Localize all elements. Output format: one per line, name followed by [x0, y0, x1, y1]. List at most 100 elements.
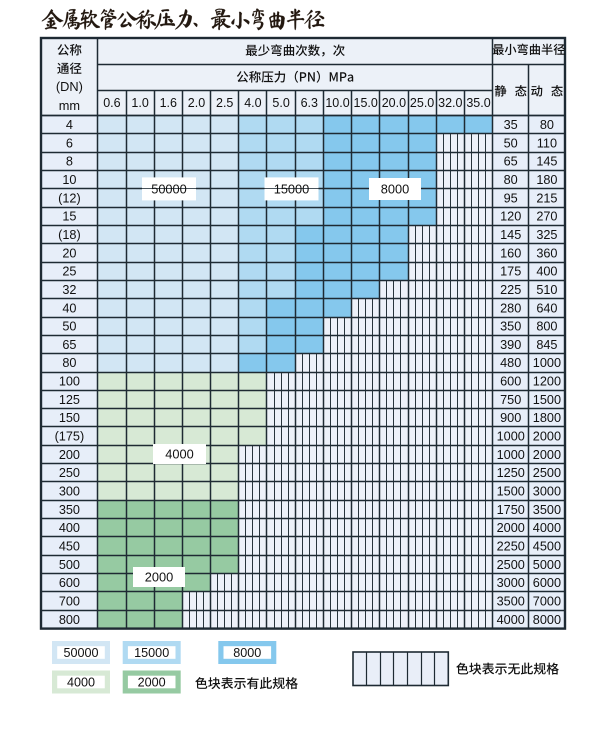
svg-text:215: 215 [536, 191, 557, 205]
svg-text:15000: 15000 [134, 646, 169, 660]
svg-text:700: 700 [59, 595, 80, 609]
svg-text:15000: 15000 [274, 181, 310, 196]
svg-text:640: 640 [536, 301, 557, 315]
svg-text:20: 20 [62, 246, 76, 260]
svg-text:845: 845 [536, 338, 557, 352]
svg-text:100: 100 [59, 375, 80, 389]
svg-text:175: 175 [500, 265, 521, 279]
svg-text:4000: 4000 [533, 521, 561, 535]
svg-text:270: 270 [536, 210, 557, 224]
svg-text:(18): (18) [58, 228, 81, 242]
svg-text:40: 40 [62, 301, 76, 315]
svg-text:15: 15 [62, 210, 76, 224]
svg-text:160: 160 [500, 246, 521, 260]
svg-text:65: 65 [504, 155, 518, 169]
svg-text:32: 32 [62, 283, 76, 297]
svg-text:8000: 8000 [533, 613, 561, 627]
svg-text:(DN): (DN) [56, 79, 83, 94]
svg-text:(12): (12) [58, 191, 81, 205]
svg-text:1800: 1800 [533, 411, 561, 425]
svg-text:95: 95 [504, 191, 518, 205]
svg-text:1000: 1000 [497, 448, 525, 462]
svg-text:mm: mm [59, 98, 80, 113]
svg-text:1250: 1250 [497, 466, 525, 480]
svg-text:125: 125 [59, 393, 80, 407]
svg-text:110: 110 [537, 136, 557, 150]
svg-text:4000: 4000 [67, 676, 95, 690]
svg-text:280: 280 [500, 301, 521, 315]
svg-text:400: 400 [59, 521, 80, 535]
svg-text:2000: 2000 [533, 448, 561, 462]
svg-text:80: 80 [540, 118, 554, 132]
svg-text:10: 10 [62, 173, 76, 187]
svg-text:180: 180 [536, 173, 557, 187]
svg-text:325: 325 [536, 228, 557, 242]
svg-text:35.0: 35.0 [466, 96, 490, 110]
svg-text:1000: 1000 [497, 430, 525, 444]
svg-text:600: 600 [59, 576, 80, 590]
svg-text:0.6: 0.6 [103, 96, 120, 110]
svg-text:2000: 2000 [533, 430, 561, 444]
svg-text:800: 800 [536, 320, 557, 334]
svg-text:2.5: 2.5 [216, 96, 233, 110]
svg-text:2250: 2250 [497, 540, 525, 554]
svg-text:400: 400 [536, 265, 557, 279]
svg-text:3500: 3500 [533, 503, 561, 517]
svg-text:15.0: 15.0 [354, 96, 378, 110]
svg-text:145: 145 [536, 155, 557, 169]
svg-text:35: 35 [504, 118, 518, 132]
svg-text:1.0: 1.0 [131, 96, 148, 110]
svg-text:1750: 1750 [497, 503, 525, 517]
svg-text:5000: 5000 [533, 558, 561, 572]
svg-text:65: 65 [62, 338, 76, 352]
svg-text:2500: 2500 [497, 558, 525, 572]
svg-text:1500: 1500 [533, 393, 561, 407]
svg-text:4000: 4000 [165, 447, 193, 462]
svg-text:750: 750 [500, 393, 521, 407]
svg-text:50000: 50000 [151, 181, 187, 196]
svg-text:2000: 2000 [145, 570, 173, 585]
svg-text:360: 360 [536, 246, 557, 260]
svg-text:8000: 8000 [233, 646, 261, 660]
svg-text:6: 6 [66, 136, 73, 150]
svg-text:120: 120 [500, 210, 521, 224]
svg-text:4500: 4500 [533, 540, 561, 554]
svg-text:8: 8 [66, 155, 73, 169]
svg-text:1000: 1000 [533, 356, 561, 370]
svg-text:300: 300 [59, 485, 80, 499]
svg-text:200: 200 [59, 448, 80, 462]
svg-text:3500: 3500 [497, 595, 525, 609]
svg-text:80: 80 [504, 173, 518, 187]
svg-text:480: 480 [500, 356, 521, 370]
svg-text:225: 225 [500, 283, 521, 297]
svg-text:250: 250 [59, 466, 80, 480]
svg-text:3000: 3000 [497, 576, 525, 590]
svg-text:510: 510 [536, 283, 557, 297]
svg-text:2000: 2000 [138, 676, 166, 690]
svg-text:900: 900 [500, 411, 521, 425]
svg-text:2000: 2000 [497, 521, 525, 535]
svg-text:20.0: 20.0 [382, 96, 406, 110]
svg-text:8000: 8000 [381, 182, 409, 197]
svg-text:6000: 6000 [533, 576, 561, 590]
svg-text:2.0: 2.0 [188, 96, 205, 110]
svg-text:25.0: 25.0 [410, 96, 434, 110]
svg-text:4000: 4000 [497, 613, 525, 627]
svg-text:3000: 3000 [533, 485, 561, 499]
svg-text:5.0: 5.0 [272, 96, 289, 110]
svg-text:25: 25 [62, 265, 76, 279]
svg-text:150: 150 [59, 411, 80, 425]
svg-text:500: 500 [59, 558, 80, 572]
svg-text:350: 350 [59, 503, 80, 517]
svg-text:800: 800 [59, 613, 80, 627]
svg-text:4: 4 [66, 118, 73, 132]
svg-text:2500: 2500 [533, 466, 561, 480]
svg-text:600: 600 [500, 375, 521, 389]
svg-text:50: 50 [62, 320, 76, 334]
svg-text:10.0: 10.0 [325, 96, 349, 110]
svg-text:450: 450 [59, 540, 80, 554]
svg-text:390: 390 [500, 338, 521, 352]
svg-text:350: 350 [500, 320, 521, 334]
svg-text:6.3: 6.3 [301, 96, 318, 110]
svg-text:50000: 50000 [63, 646, 98, 660]
